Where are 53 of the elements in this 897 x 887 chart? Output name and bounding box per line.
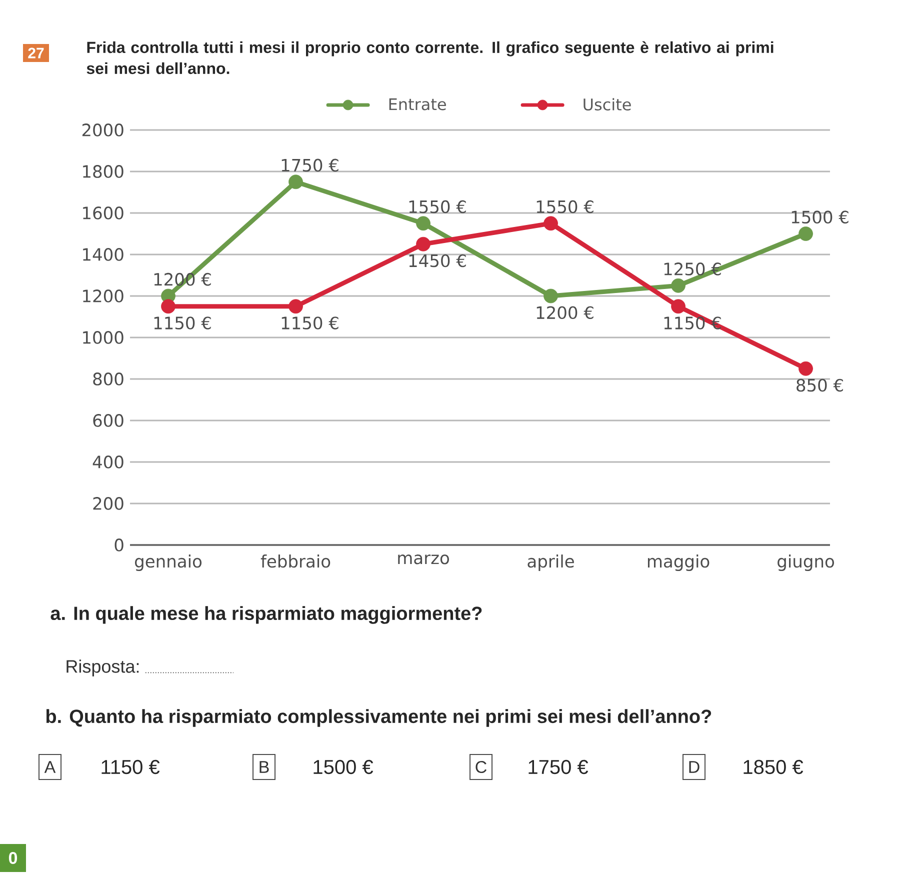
text: 1150 € (102, 760, 160, 774)
point (416, 216, 430, 231)
point (416, 236, 430, 252)
point (288, 299, 303, 314)
data-label: 1450 € (409, 254, 466, 268)
y-tick-label: 0 (114, 538, 124, 552)
y-tick-label: 2000 (82, 124, 124, 136)
legend-label: Entrate (389, 98, 446, 110)
text: A (44, 761, 56, 773)
point (798, 226, 813, 241)
data-label: 1150 € (282, 316, 338, 330)
data-label: 1550 € (536, 200, 594, 214)
point (671, 299, 686, 314)
text: 1750 € (528, 760, 588, 774)
text: 1500 € (314, 760, 374, 774)
x-tick-label: marzo (398, 554, 449, 564)
chart-title: Frida controlla tutti i mesi il proprio conto corrente. Il grafico seguente è relativo ai primi sei mesi dell’anno. (86, 41, 774, 74)
data-label: 1200 € (536, 306, 594, 320)
x-tick-label: gennaio (135, 554, 202, 571)
y-tick-label: 1200 (83, 290, 124, 302)
x-tick-label: maggio (648, 554, 710, 571)
point (798, 361, 813, 376)
data-label: 1550 € (409, 200, 466, 214)
text: 27 (28, 48, 44, 58)
text: a. In quale mese ha risparmiato maggiormente? (50, 606, 482, 624)
y-tick-label: 1600 (83, 206, 124, 220)
text: 0 (8, 852, 18, 864)
point (288, 174, 303, 190)
data-label: 850 € (796, 378, 843, 392)
x-tick-label: aprile (528, 554, 574, 571)
point (544, 216, 558, 231)
data-label: 1150 € (154, 316, 211, 330)
text: B (260, 761, 269, 773)
y-tick-label: 1400 (83, 248, 124, 261)
text: C (476, 760, 487, 774)
data-label: 1750 € (282, 158, 338, 172)
text: 1850 € (744, 760, 804, 774)
text: b. Quanto ha risparmiato complessivamente nei primi sei mesi dell’anno? (46, 709, 712, 727)
data-label: 1500 € (792, 210, 848, 224)
text: D (689, 761, 700, 773)
y-tick-label: 800 (93, 372, 124, 386)
point (544, 288, 558, 304)
point (671, 278, 686, 293)
y-tick-label: 400 (92, 456, 124, 468)
x-tick-label: giugno (778, 554, 834, 571)
y-tick-label: 1000 (83, 331, 124, 344)
x-tick-label: febbraio (260, 554, 330, 568)
y-tick-label: 1800 (83, 165, 124, 178)
y-tick-label: 600 (93, 414, 124, 427)
y-tick-label: 200 (93, 497, 124, 510)
text: Risposta: (66, 660, 139, 676)
legend-label: Uscite (584, 98, 631, 111)
point (161, 299, 176, 314)
